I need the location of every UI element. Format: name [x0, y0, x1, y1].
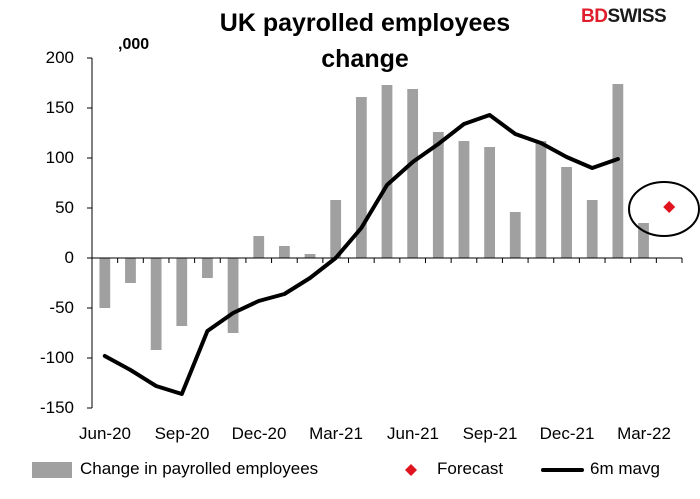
x-tick-label: Jun-20: [79, 424, 131, 443]
bar: [330, 200, 342, 258]
bar: [586, 200, 598, 258]
bar: [458, 141, 470, 258]
y-tick-label: 200: [45, 48, 74, 67]
bar: [304, 254, 316, 258]
bar: [509, 212, 521, 258]
bar: [125, 258, 136, 283]
y-tick-label: 50: [55, 198, 74, 217]
bar: [279, 246, 290, 258]
bar: [561, 167, 572, 258]
bar: [381, 85, 393, 258]
y-tick-label: -150: [39, 398, 74, 417]
x-tick-label: Sep-20: [154, 424, 210, 443]
legend-bar-swatch: [32, 462, 72, 478]
bar: [176, 258, 188, 326]
bar: [202, 258, 213, 278]
x-tick-label: Mar-21: [309, 424, 363, 443]
forecast-point: [663, 201, 676, 213]
brand-logo: BDSWISS: [581, 6, 667, 28]
x-tick-label: Dec-20: [231, 424, 287, 443]
bar: [150, 258, 162, 350]
y-tick-label: 100: [45, 148, 74, 167]
chart-title-line1: UK payrolled employees: [219, 9, 511, 37]
brand-logo-swiss: SWISS: [607, 6, 667, 27]
bar: [432, 132, 444, 258]
forecast-highlight-circle: [628, 181, 700, 237]
bar: [612, 84, 624, 258]
bar-series: [99, 84, 649, 350]
bar: [535, 141, 547, 258]
bar: [638, 223, 649, 258]
legend-mavg-label: 6m mavg: [590, 459, 660, 478]
bar: [484, 147, 495, 258]
brand-logo-bd: BD: [581, 6, 608, 27]
y-tick-marks: [87, 57, 92, 409]
bar: [227, 258, 239, 333]
chart-title-line2: change: [321, 45, 409, 73]
bar: [253, 236, 265, 258]
x-tick-label: Mar-22: [617, 424, 671, 443]
forecast-series: [663, 201, 676, 213]
y-tick-label: 0: [64, 248, 74, 267]
y-tick-label: -100: [39, 348, 74, 367]
y-tick-label: 150: [45, 98, 74, 117]
bar: [407, 89, 419, 258]
y-tick-label: -50: [49, 298, 74, 317]
legend-forecast-label: Forecast: [437, 459, 504, 478]
unit-label: ,000: [118, 36, 150, 53]
legend-forecast-marker: [405, 464, 417, 476]
bar: [99, 258, 111, 308]
legend-bar-label: Change in payrolled employees: [80, 459, 319, 478]
x-tick-label: Dec-21: [539, 424, 595, 443]
x-tick-label: Jun-21: [387, 424, 439, 443]
bar: [355, 97, 367, 258]
x-tick-marks: [91, 258, 683, 263]
mavg-line: [102, 113, 620, 396]
x-tick-label: Sep-21: [462, 424, 518, 443]
